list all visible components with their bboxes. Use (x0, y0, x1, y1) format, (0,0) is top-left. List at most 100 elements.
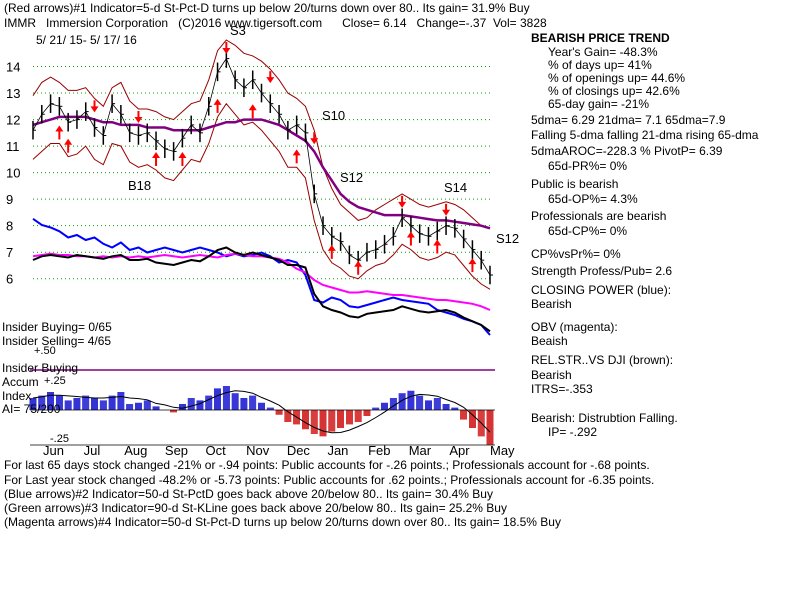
change: Change=-.37 (416, 16, 487, 30)
x-tick-apr: Apr (449, 443, 470, 458)
red-up-arrowhead (213, 98, 222, 105)
insider-buying-count: Insider Buying= 0/65 (2, 320, 112, 334)
ai-value: AI= 75/200 (2, 402, 61, 416)
insider-selling-count: Insider Selling= 4/65 (2, 334, 112, 348)
signal-arrows (55, 42, 477, 275)
red-down-arrowhead (398, 201, 407, 208)
footer-green-arrows: (Green arrows)#3 Indicator=90-d St-KLine… (4, 501, 507, 515)
closing-power-label: CLOSING POWER (blue): (531, 283, 672, 297)
x-tick-feb: Feb (368, 443, 390, 458)
label-s10: S10 (322, 108, 345, 123)
closing-power-line (32, 217, 491, 336)
x-tick-nov: Nov (246, 443, 270, 458)
y-tick-8: 8 (6, 219, 13, 234)
upper-band (32, 39, 491, 229)
obv-label: OBV (magenta): (531, 320, 618, 334)
closing-power (32, 217, 491, 336)
index-label: Index (2, 389, 32, 403)
red-up-arrowhead (327, 244, 336, 251)
cp-vs-pr: CP%vsPr%= 0% (531, 247, 621, 261)
label-s12-feb: S12 (340, 170, 363, 185)
month-x-labels: Jun Jul Aug Sep Oct Nov Dec Jan Feb Mar Apr May (43, 443, 515, 458)
x-tick-jan: Jan (327, 443, 348, 458)
red-up-arrowhead (406, 231, 415, 238)
trend-title: BEARISH PRICE TREND (531, 31, 670, 45)
footer-blue-arrows: (Blue arrows)#2 Indicator=50-d St-PctD g… (4, 487, 493, 501)
relstr-label: REL.STR..VS DJI (brown): (531, 353, 674, 367)
label-s14: S14 (444, 180, 467, 195)
footer-year: For Last year stock changed -48.2% or -5… (4, 473, 655, 487)
x-tick-mar: Mar (409, 443, 432, 458)
price-bands (32, 39, 491, 290)
red-down-arrowhead (90, 106, 99, 113)
label-s12-may: S12 (496, 231, 519, 246)
pr-pct: 65d-PR%= 0% (548, 159, 628, 173)
professionals-status: Professionals are bearish (531, 209, 667, 223)
dma-values: 5dma= 6.29 21dma= 7.1 65dma=7.9 (531, 113, 726, 127)
itrs-value: ITRS=-.353 (531, 382, 593, 396)
x-tick-jun: Jun (43, 443, 64, 458)
ticker-line: IMMR Immersion Corporation (C)2016 www.t… (4, 16, 547, 30)
price-gridlines (33, 66, 490, 280)
y-tick-14: 14 (6, 60, 20, 75)
days-up: % of days up= 41% (548, 58, 652, 72)
red-up-arrowhead (354, 260, 363, 267)
y-tick-7: 7 (6, 245, 13, 260)
x-tick-may: May (490, 443, 515, 458)
x-tick-oct: Oct (206, 443, 227, 458)
years-gain: Year's Gain= -48.3% (548, 45, 658, 59)
accum-tick-plus25: +.25 (44, 375, 66, 387)
public-status: Public is bearish (531, 177, 619, 191)
red-up-arrowhead (64, 138, 73, 145)
relstr-value: Bearish (531, 368, 572, 382)
closing-power-value: Bearish (531, 297, 572, 311)
ip-value: IP= -.292 (548, 425, 598, 439)
ticker: IMMR (4, 16, 36, 30)
close-price: Close= 6.14 (342, 16, 407, 30)
copyright: (C)2016 www.tigersoft.com (178, 16, 323, 30)
lower-band (32, 102, 491, 290)
accumulation-histogram (29, 386, 494, 445)
obv (32, 252, 491, 311)
y-tick-6: 6 (6, 272, 13, 287)
y-tick-13: 13 (6, 86, 20, 101)
red-down-arrowhead (222, 48, 231, 54)
accum-tick-minus25: -.25 (50, 433, 69, 445)
company-name: Immersion Corporation (46, 16, 169, 30)
openings-up: % of openings up= 44.6% (548, 71, 686, 85)
red-down-arrowhead (310, 138, 319, 145)
y-tick-11: 11 (6, 139, 20, 154)
red-up-arrowhead (292, 149, 301, 156)
price-line (32, 57, 491, 276)
red-down-arrowhead (442, 209, 451, 216)
ma65-line (32, 115, 491, 230)
y-tick-12: 12 (6, 113, 20, 128)
red-up-arrowhead (468, 258, 477, 265)
red-down-arrowhead (134, 116, 143, 123)
volume: Vol= 3828 (492, 16, 547, 30)
x-tick-aug: Aug (124, 443, 147, 458)
x-tick-jul: Jul (84, 443, 101, 458)
strength-ratio: Strength Profess/Pub= 2.6 (531, 264, 673, 278)
obv-value: Beaish (531, 334, 568, 348)
ma65 (32, 115, 491, 230)
footer-65day: For last 65 days stock changed -21% or -… (4, 458, 650, 472)
65day-gain: 65-day gain= -21% (548, 97, 650, 111)
x-tick-sep: Sep (165, 443, 188, 458)
accum-tick-plus50: +.50 (34, 345, 56, 357)
cp-pct: 65d-CP%= 0% (548, 224, 628, 238)
red-down-arrowhead (266, 77, 275, 84)
accum-label: Accum (2, 375, 39, 389)
accum-ma (32, 390, 491, 434)
distribution-status: Bearish: Distrubtion Falling. (531, 411, 678, 425)
date-range: 5/ 21/ 15- 5/ 17/ 16 (36, 33, 137, 47)
red-up-arrowhead (55, 125, 64, 132)
y-tick-9: 9 (6, 192, 13, 207)
op-pct: 65d-OP%= 4.3% (548, 192, 638, 206)
dma-trend: Falling 5-dma falling 21-dma rising 65-d… (531, 128, 759, 142)
price-y-ticks: 6 7 8 9 10 11 12 13 14 (6, 60, 20, 287)
label-s3: S3 (230, 23, 246, 38)
footer-magenta-arrows: (Magenta arrows)#4 Indicator=50-d St-Pct… (4, 515, 561, 529)
rel-strength (32, 246, 491, 333)
